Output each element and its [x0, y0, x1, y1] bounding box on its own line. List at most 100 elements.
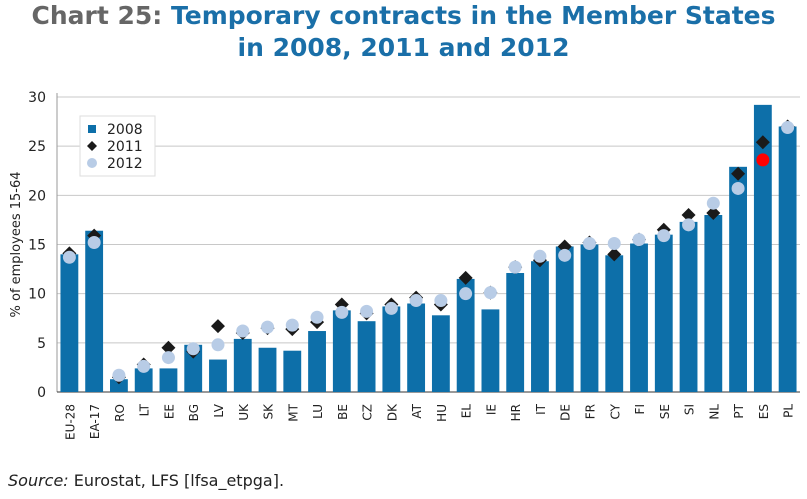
bar-2008 — [357, 321, 376, 392]
y-axis-label: % of employees 15-64 — [9, 172, 24, 318]
marker-2012 — [483, 286, 497, 300]
marker-2012 — [657, 229, 671, 243]
bar-2008 — [110, 379, 128, 392]
marker-2011 — [210, 319, 225, 334]
bar-2008 — [184, 344, 203, 392]
x-tick-label: HR — [509, 404, 523, 421]
marker-2012 — [161, 351, 175, 365]
bar-2008 — [60, 254, 79, 392]
y-tick-label: 0 — [37, 385, 46, 401]
x-tick-label: FR — [583, 404, 597, 419]
x-tick-label: SI — [683, 404, 697, 415]
marker-2012 — [533, 249, 547, 263]
chart-title: Chart 25: Temporary contracts in the Mem… — [0, 0, 807, 64]
marker-2012 — [459, 287, 473, 301]
source-text: Eurostat, LFS [lfsa_etpga]. — [73, 471, 285, 490]
source-label: Source: — [8, 471, 69, 490]
x-tick-label: EA-17 — [88, 404, 102, 439]
marker-2012 — [360, 304, 374, 318]
marker-2012 — [310, 310, 324, 324]
bar-2008 — [431, 315, 450, 392]
marker-2012 — [409, 294, 423, 308]
y-tick-label: 15 — [28, 238, 46, 254]
marker-2012 — [706, 196, 720, 210]
marker-2012 — [285, 318, 299, 332]
x-tick-label: CZ — [361, 404, 375, 421]
marker-2012 — [632, 233, 646, 247]
x-tick-label: IE — [484, 404, 498, 415]
legend-swatch-2008 — [88, 125, 96, 133]
marker-2012 — [508, 260, 522, 274]
legend-label: 2011 — [107, 139, 143, 155]
bar-2008 — [778, 126, 797, 392]
title-line-2: in 2008, 2011 and 2012 — [237, 33, 570, 62]
marker-2012 — [186, 342, 200, 356]
x-tick-label: EU-28 — [63, 404, 77, 440]
bar-2008 — [332, 310, 351, 392]
x-tick-label: UK — [237, 403, 251, 421]
x-tick-label: SE — [658, 404, 672, 419]
marker-2012 — [558, 248, 572, 262]
bar-2008 — [506, 273, 525, 392]
x-tick-label: BE — [336, 404, 350, 420]
y-tick-label: 5 — [37, 336, 46, 352]
x-tick-label: LV — [212, 403, 226, 417]
x-tick-label: SK — [262, 403, 276, 420]
marker-2012 — [607, 237, 621, 251]
marker-2012 — [756, 153, 770, 167]
marker-2011 — [607, 247, 622, 262]
x-tick-label: EL — [460, 404, 474, 419]
bar-2008 — [605, 255, 624, 392]
x-tick-label: FI — [633, 404, 647, 414]
x-tick-label: LU — [311, 404, 325, 419]
marker-2012 — [261, 320, 275, 334]
x-tick-label: AT — [410, 403, 424, 418]
marker-2012 — [335, 305, 349, 319]
x-tick-label: NL — [707, 404, 721, 420]
marker-2011 — [731, 166, 746, 181]
marker-2011 — [161, 340, 176, 355]
marker-2012 — [62, 250, 76, 264]
bar-2008 — [407, 303, 426, 392]
bar-2008 — [233, 338, 252, 392]
chart-plot: 0 5 10 15 20 25 30 % of employees 15-64 EU-28 EA-… — [9, 90, 800, 440]
x-tick-label: HU — [435, 404, 449, 422]
bar-2008 — [679, 221, 698, 392]
marker-2011 — [755, 135, 770, 150]
bar-2008 — [134, 368, 153, 392]
title-line-1: Chart 25: Temporary contracts in the Mem… — [0, 0, 807, 32]
source-note: Source: Eurostat, LFS [lfsa_etpga]. — [8, 471, 284, 490]
legend-swatch-2012 — [87, 158, 97, 168]
bar-2008 — [555, 246, 574, 392]
marker-2012 — [434, 294, 448, 308]
bar-2008 — [159, 368, 178, 392]
marker-2012 — [731, 181, 745, 195]
title-main-1: Temporary contracts in the Member States — [171, 1, 776, 30]
x-tick-label: ES — [757, 404, 771, 419]
bar-2008 — [283, 350, 302, 392]
bar-2008 — [258, 347, 277, 392]
marker-2012 — [87, 236, 101, 250]
x-tick-label: LT — [138, 403, 152, 416]
y-tick-label: 25 — [28, 139, 46, 155]
marker-2011 — [706, 206, 721, 221]
bar-2008 — [209, 359, 227, 392]
bar-2008 — [630, 243, 648, 392]
legend-label: 2008 — [107, 122, 143, 138]
marker-2012 — [384, 301, 398, 315]
marker-2012 — [137, 359, 151, 373]
marker-2012 — [582, 237, 596, 251]
x-tick-label: CY — [608, 403, 622, 419]
marker-2011 — [681, 208, 696, 222]
y-tick-label: 10 — [28, 287, 46, 303]
bar-2008 — [456, 278, 475, 392]
x-tick-label: EE — [162, 404, 176, 419]
bar-2008 — [85, 230, 104, 392]
marker-2012 — [781, 120, 795, 134]
x-tick-label: PL — [782, 404, 796, 418]
x-tick-label: BG — [187, 404, 201, 421]
legend-label: 2012 — [107, 156, 143, 172]
bar-2008 — [729, 166, 747, 392]
x-tick-label: DK — [385, 403, 399, 421]
bar-2008 — [308, 331, 326, 392]
